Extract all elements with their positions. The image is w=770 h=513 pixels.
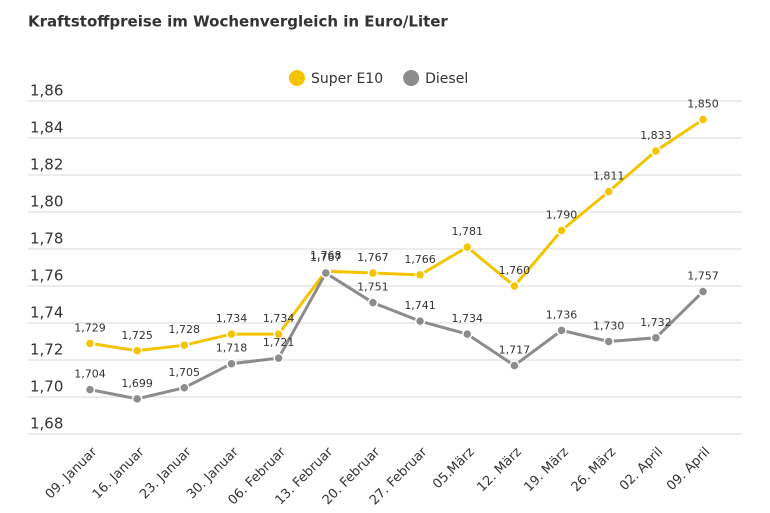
x-tick-label: 02. April [617, 445, 666, 494]
x-tick-label: 12. März [474, 445, 524, 495]
series-line [89, 118, 704, 353]
point [131, 393, 143, 405]
legend-marker [403, 70, 420, 86]
data-label: 1,751 [357, 281, 389, 294]
data-label: 1,725 [121, 329, 153, 342]
x-tick-label: 26. März [569, 445, 619, 495]
y-tick-label: 1,72 [30, 341, 63, 359]
point [273, 328, 284, 340]
data-label: 1,850 [687, 98, 719, 111]
data-label: 1,766 [404, 253, 436, 266]
point [273, 352, 284, 364]
data-label: 1,768 [310, 249, 342, 262]
data-label: 1,811 [593, 170, 625, 183]
y-tick-label: 1,70 [30, 378, 63, 396]
data-label: 1,734 [263, 312, 295, 325]
point [414, 269, 426, 281]
point [179, 339, 190, 351]
y-tick-label: 1,86 [30, 82, 63, 100]
data-label: 1,833 [640, 129, 672, 142]
point [367, 297, 379, 308]
point [650, 332, 662, 344]
data-label: 1,736 [546, 308, 578, 321]
y-tick-label: 1,78 [30, 230, 63, 248]
point [461, 328, 473, 340]
point [697, 286, 709, 297]
point [179, 382, 190, 393]
data-label: 1,732 [640, 316, 672, 329]
y-tick-label: 1,76 [30, 267, 63, 285]
data-label: 1,760 [499, 264, 531, 277]
point [414, 315, 426, 327]
data-label: 1,699 [121, 377, 153, 390]
point [461, 241, 473, 253]
x-tick-label: 05.März [430, 445, 478, 493]
data-label: 1,704 [74, 368, 106, 381]
point [556, 225, 567, 236]
x-tick-label: 09. April [664, 445, 713, 494]
point [650, 145, 662, 157]
data-label: 1,781 [451, 225, 483, 238]
point [603, 186, 614, 197]
point [367, 267, 379, 279]
y-tick-label: 1,80 [30, 193, 63, 211]
point [84, 338, 96, 349]
data-label: 1,741 [404, 299, 436, 312]
point [603, 336, 614, 347]
y-tick-label: 1,84 [30, 119, 63, 137]
data-label: 1,718 [216, 342, 248, 355]
data-label: 1,767 [357, 251, 389, 264]
point [84, 384, 96, 395]
data-label: 1,730 [593, 320, 625, 333]
data-label: 1,705 [169, 366, 201, 379]
point [320, 267, 332, 279]
data-label: 1,734 [216, 312, 248, 325]
data-label: 1,728 [169, 323, 201, 336]
data-label: 1,790 [546, 209, 578, 222]
point [556, 325, 567, 336]
legend-label: Super E10 [311, 71, 383, 87]
data-label: 1,721 [263, 336, 295, 349]
point [509, 360, 520, 371]
data-label: 1,734 [451, 312, 483, 325]
point [697, 114, 709, 125]
data-label: 1,717 [499, 344, 531, 357]
point [131, 345, 143, 356]
x-tick-label: 19. März [522, 445, 572, 495]
point [226, 358, 237, 369]
chart-title: Kraftstoffpreise im Wochenvergleich in E… [28, 13, 448, 31]
series-line [89, 270, 705, 401]
y-tick-label: 1,82 [30, 156, 63, 174]
legend-label: Diesel [425, 71, 468, 87]
data-label: 1,729 [74, 321, 106, 334]
legend-marker [289, 70, 305, 86]
data-label: 1,757 [687, 270, 719, 283]
y-tick-label: 1,68 [30, 415, 63, 433]
point [226, 328, 237, 340]
data-label: 1,767 [310, 251, 342, 264]
point [509, 280, 520, 292]
y-tick-label: 1,74 [30, 304, 63, 322]
